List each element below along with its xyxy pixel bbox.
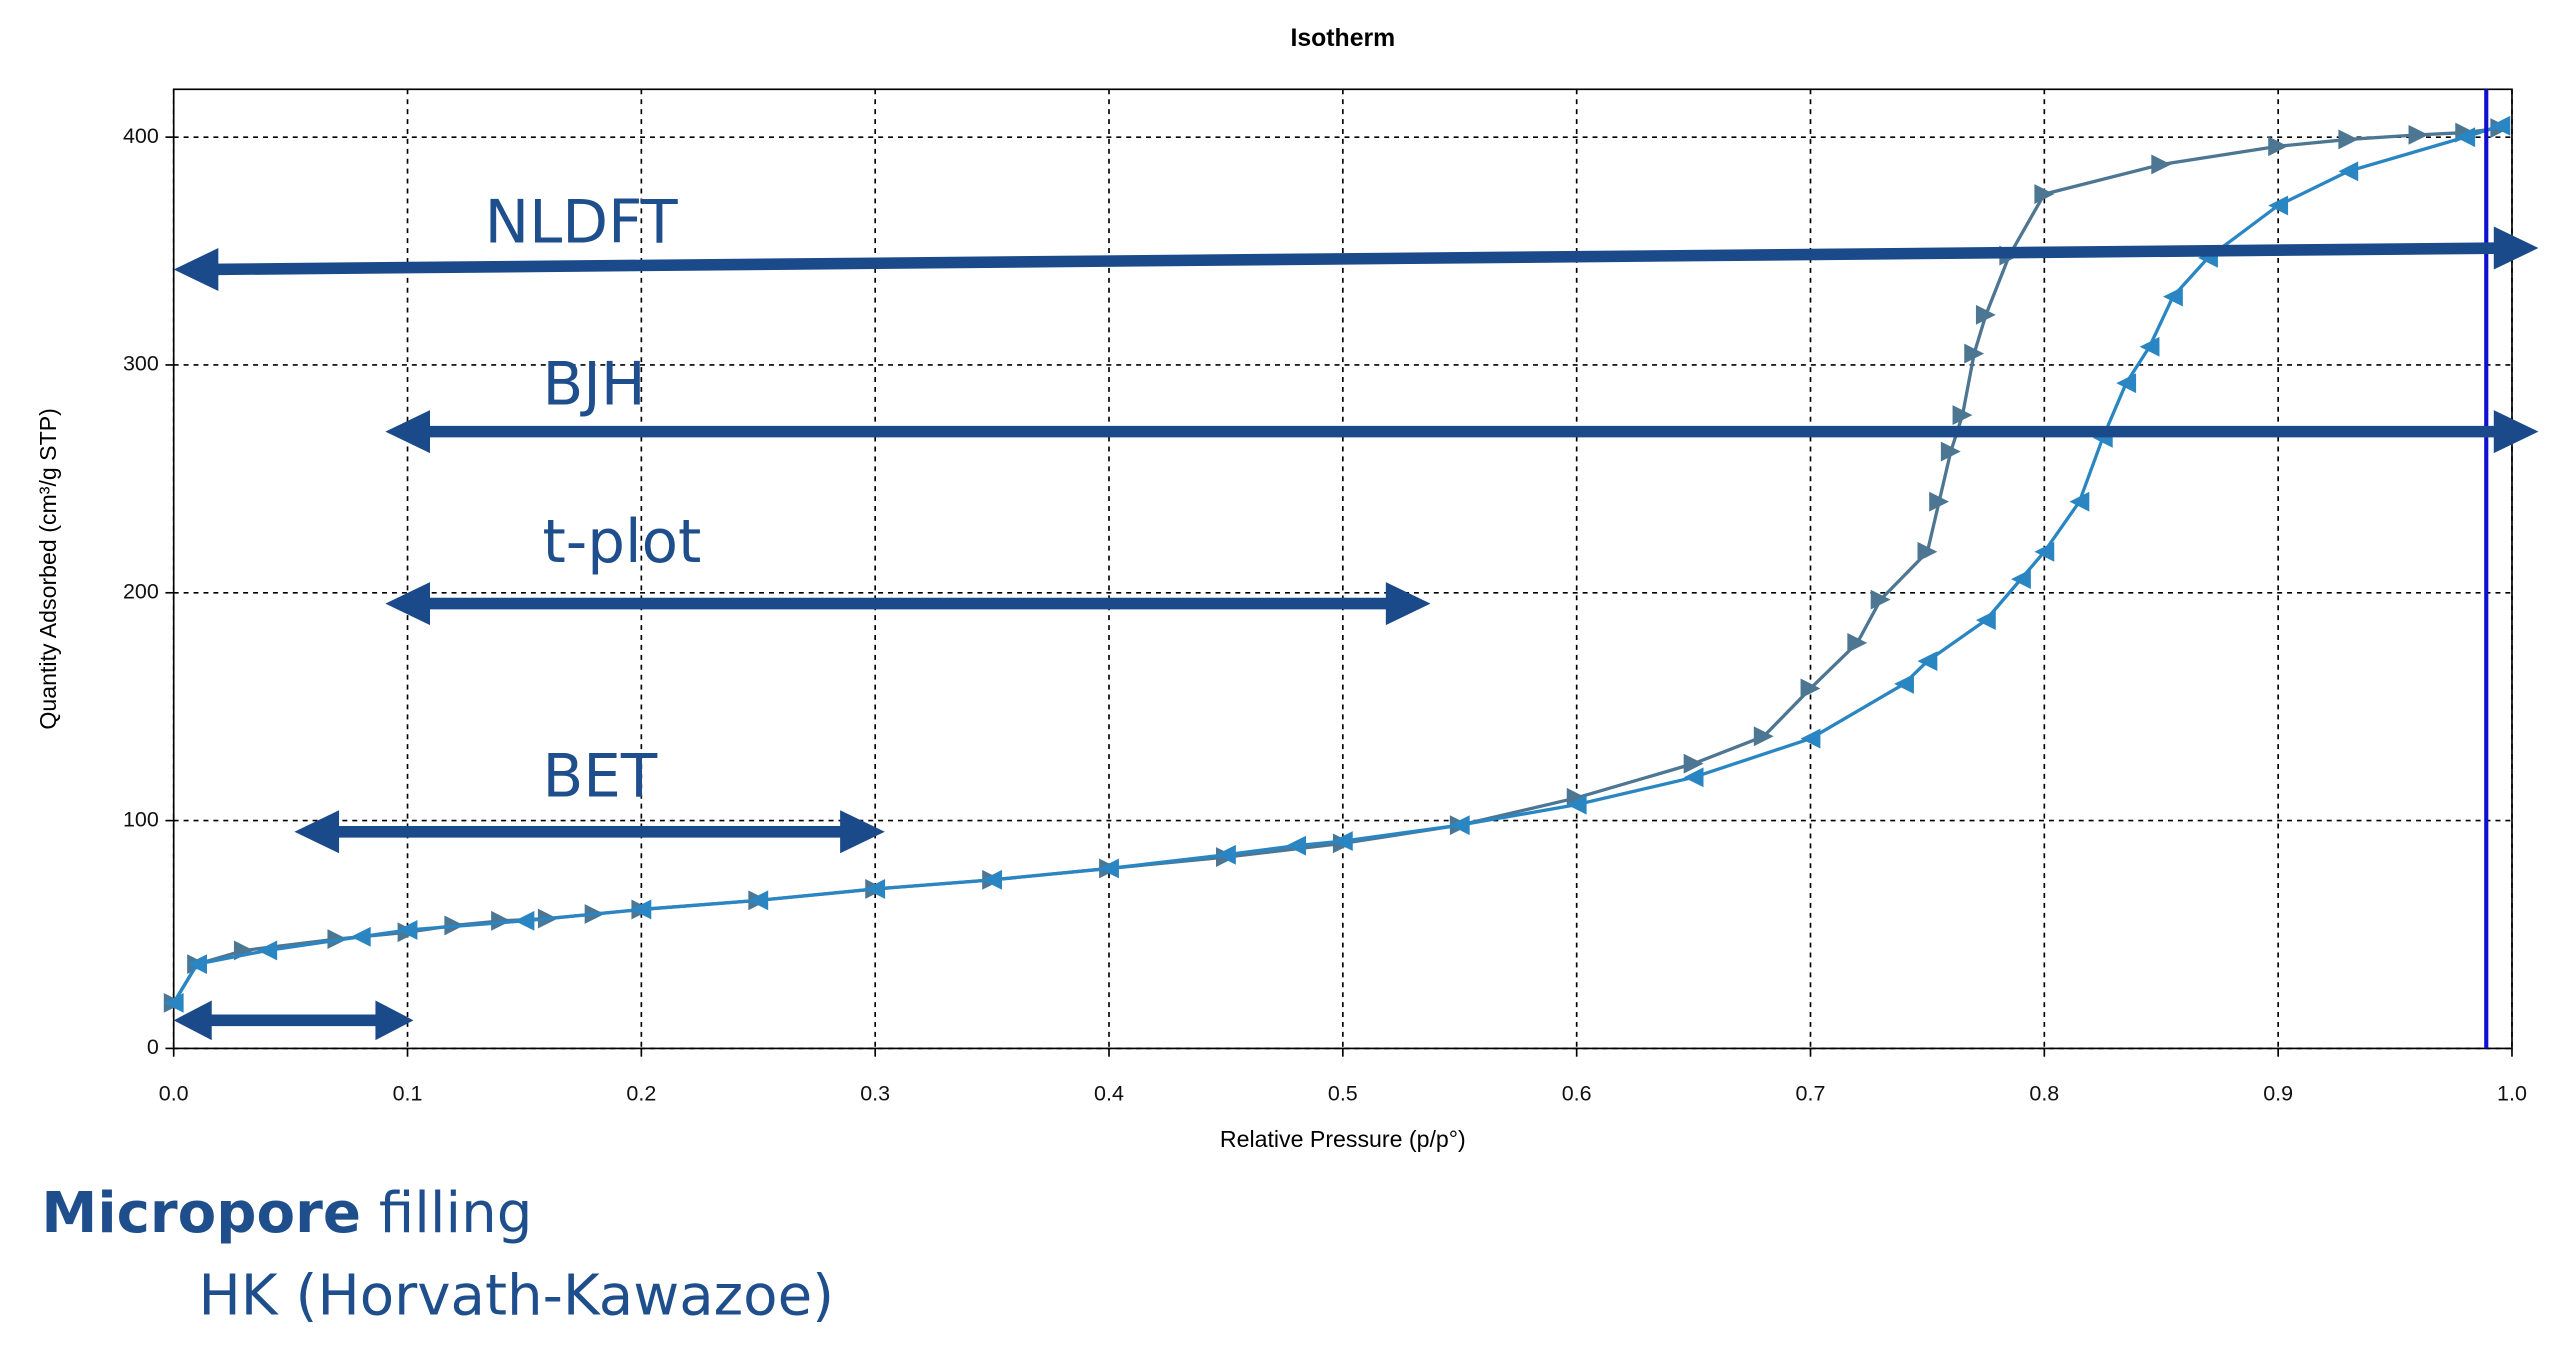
data-point	[2034, 541, 2055, 562]
chart-title: Isotherm	[1290, 25, 1395, 52]
arrow-head	[2493, 410, 2539, 454]
annotation: BET	[542, 743, 657, 812]
data-point	[1683, 767, 1704, 788]
y-tick-label: 0	[147, 1035, 159, 1059]
arrow-head	[294, 810, 340, 854]
data-point	[748, 890, 769, 911]
arrow-head	[385, 582, 431, 626]
x-tick-label: 0.1	[393, 1081, 423, 1105]
nldft-arrow	[198, 242, 2506, 276]
data-point	[350, 926, 371, 947]
data-point	[1929, 491, 1950, 512]
data-point	[397, 920, 418, 940]
data-point	[865, 879, 886, 899]
data-point	[2338, 129, 2359, 150]
data-point	[163, 992, 184, 1013]
x-tick-label: 0.9	[2263, 1081, 2293, 1105]
data-point	[187, 954, 208, 975]
data-point	[2455, 127, 2476, 148]
data-point	[1940, 441, 1961, 462]
caption-bold: Micropore	[41, 1181, 361, 1246]
data-point	[982, 869, 1003, 890]
annotation: NLDFT	[485, 189, 679, 258]
plot-area: 0.0 0.1 0.2 0.3 0.4 0.5 0.6 0.7 0.8 0.9 1.0 0 100 200…	[123, 88, 2527, 1105]
data-point	[491, 910, 511, 931]
arrow-head	[173, 248, 219, 292]
data-point	[2163, 286, 2183, 307]
data-point	[2268, 195, 2289, 216]
data-point	[2338, 161, 2359, 182]
data-point	[1952, 405, 1973, 426]
data-point	[1870, 589, 1891, 610]
y-tick-label: 300	[123, 352, 159, 376]
data-point	[2034, 184, 2055, 205]
annotation: BJH	[542, 351, 645, 420]
x-tick-label: 1.0	[2497, 1081, 2527, 1105]
data-point	[1216, 844, 1236, 865]
data-point	[1286, 835, 1306, 856]
data-point	[631, 899, 652, 920]
data-point	[2268, 136, 2289, 157]
data-point	[1683, 753, 1704, 774]
data-point	[1099, 858, 1119, 879]
data-point	[2408, 124, 2429, 145]
data-point	[1800, 728, 1821, 749]
data-point	[1917, 541, 1938, 562]
x-tick-label: 0.7	[1796, 1081, 1826, 1105]
x-tick-label: 0.0	[159, 1081, 189, 1105]
data-point	[1894, 673, 1914, 694]
caption-method: HK (Horvath-Kawazoe)	[199, 1264, 835, 1329]
x-tick-label: 0.6	[1562, 1081, 1592, 1105]
data-point	[1975, 304, 1996, 325]
annotations: NLDFT BJH t-plot BET	[173, 189, 2539, 1041]
annotation: t-plot	[542, 508, 701, 577]
data-point	[2151, 154, 2172, 175]
data-point	[1917, 651, 1938, 672]
data-point	[1800, 678, 1821, 699]
data-point	[514, 910, 535, 931]
data-point	[2116, 373, 2137, 394]
x-tick-label: 0.2	[626, 1081, 656, 1105]
data-point	[1847, 632, 1868, 653]
data-point	[1449, 815, 1470, 836]
arrow-head	[173, 1000, 212, 1041]
x-tick-label: 0.8	[2029, 1081, 2059, 1105]
arrow-head	[375, 1000, 414, 1041]
data-point	[2069, 491, 2090, 512]
data-point	[1566, 794, 1587, 815]
caption: Micropore filling	[41, 1181, 532, 1246]
x-axis-label: Relative Pressure (p/p°)	[1220, 1126, 1466, 1152]
arrow-head	[1385, 582, 1431, 626]
data-point	[2139, 336, 2160, 357]
data-point	[1753, 726, 1774, 747]
arrow-head	[840, 810, 885, 854]
x-tick-label: 0.5	[1328, 1081, 1358, 1105]
arrow-head	[2493, 226, 2539, 270]
y-axis-label: Quantity Adsorbed (cm³/g STP)	[35, 408, 61, 730]
data-point	[2490, 115, 2511, 136]
y-tick-label: 100	[123, 807, 159, 831]
data-point	[1975, 610, 1996, 631]
data-point	[2011, 569, 2031, 590]
arrow-head	[385, 410, 431, 454]
data-point	[1964, 343, 1985, 364]
x-tick-label: 0.4	[1094, 1081, 1124, 1105]
y-tick-label: 400	[123, 124, 159, 148]
x-tick-label: 0.3	[860, 1081, 890, 1105]
data-point	[1332, 831, 1353, 852]
caption-rest: filling	[361, 1181, 532, 1246]
data-point	[257, 940, 278, 961]
y-tick-label: 200	[123, 579, 159, 603]
